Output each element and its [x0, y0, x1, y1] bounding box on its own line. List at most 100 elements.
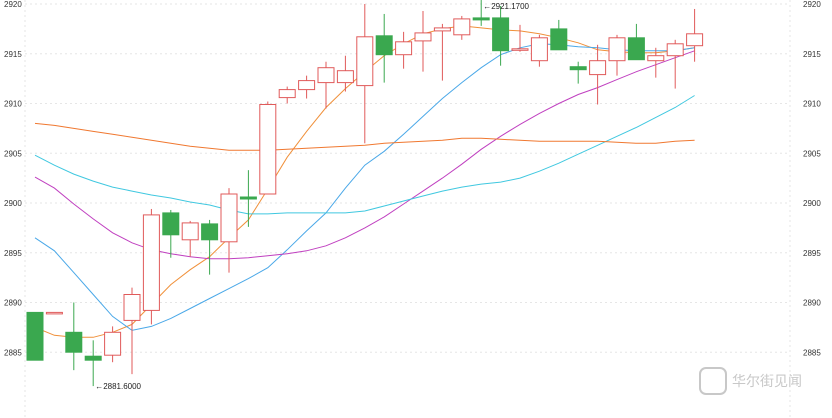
y-tick-label-right: 2895 — [803, 249, 821, 258]
candle-body — [375, 35, 393, 56]
moving-average-line — [34, 122, 695, 151]
candles — [26, 0, 704, 387]
y-tick-label-right: 2910 — [803, 100, 821, 109]
candle — [569, 61, 587, 84]
candle — [414, 10, 432, 72]
candle-body — [530, 37, 548, 62]
candle-body — [201, 223, 219, 241]
candle-body — [608, 37, 626, 62]
candle — [375, 13, 393, 83]
candle-body — [492, 17, 510, 52]
y-tick-label-left: 2895 — [4, 249, 22, 258]
candle-body — [414, 32, 432, 42]
candle-body — [104, 331, 122, 356]
y-tick-label-left: 2905 — [4, 149, 22, 158]
candle-body — [589, 60, 607, 76]
candle — [666, 39, 684, 89]
extreme-annotation: ←2921.1700 — [483, 2, 529, 11]
candle — [511, 24, 529, 52]
y-tick-label-left: 2910 — [4, 100, 22, 109]
candle-body — [298, 80, 316, 91]
y-tick-label-left: 2915 — [4, 50, 22, 59]
candle-body — [666, 43, 684, 57]
candle — [453, 15, 471, 40]
candle-body — [395, 41, 413, 56]
candle — [336, 55, 354, 92]
candle-body — [181, 222, 199, 241]
candle-body — [472, 17, 490, 21]
candle — [627, 23, 645, 61]
candle-body — [142, 214, 160, 311]
candle-body — [26, 311, 44, 361]
candle — [181, 220, 199, 257]
y-axis-right: 2885 2890 2895 2900 2905 2910 2915 2920 — [803, 0, 821, 357]
candle — [26, 311, 44, 361]
candle-body — [336, 70, 354, 84]
candle-body — [550, 28, 568, 51]
y-tick-label-right: 2890 — [803, 299, 821, 308]
candle — [162, 209, 180, 258]
candle — [686, 8, 704, 62]
candle — [492, 5, 510, 66]
candle-body — [317, 67, 335, 84]
y-axis-left: 2885 2890 2895 2900 2905 2910 2915 2920 — [4, 0, 22, 357]
watermark-logo — [699, 367, 727, 395]
candle — [123, 287, 141, 375]
candle-body — [453, 18, 471, 36]
candle-body — [278, 89, 296, 99]
extreme-annotation: ←2881.6000 — [95, 382, 141, 391]
candle — [84, 340, 102, 387]
y-tick-label-right: 2900 — [803, 199, 821, 208]
candle — [65, 302, 83, 371]
candle — [45, 311, 63, 315]
candle-body — [511, 48, 529, 51]
candle-body — [356, 36, 374, 87]
candle — [530, 34, 548, 67]
candle-body — [647, 55, 665, 62]
candle-body — [259, 104, 277, 195]
y-tick-label-right: 2905 — [803, 149, 821, 158]
watermark-text: 华尔街见闻 — [732, 373, 802, 389]
candle — [356, 4, 374, 144]
y-tick-label-left: 2900 — [4, 199, 22, 208]
candle — [589, 44, 607, 105]
y-tick-label-right: 2920 — [803, 0, 821, 9]
candle — [433, 23, 451, 81]
y-tick-label-left: 2885 — [4, 348, 22, 357]
candle-body — [569, 66, 587, 71]
candle-body — [84, 355, 102, 361]
moving-average-line — [34, 95, 695, 215]
candle — [220, 188, 238, 273]
candle — [298, 75, 316, 99]
annotations: ←2921.1700 ←2881.6000 — [95, 2, 529, 391]
candle — [278, 86, 296, 104]
candle — [142, 208, 160, 325]
candle-body — [45, 311, 63, 315]
y-tick-label-left: 2890 — [4, 299, 22, 308]
candle — [647, 47, 665, 78]
candle-body — [123, 294, 141, 321]
candle-body — [686, 33, 704, 47]
candle — [395, 31, 413, 69]
moving-average-line — [34, 43, 695, 331]
candle-body — [162, 212, 180, 236]
candle — [201, 219, 219, 275]
candle — [104, 326, 122, 363]
watermark: 华尔街见闻 — [699, 367, 802, 395]
y-tick-label-right: 2885 — [803, 348, 821, 357]
candle-body — [220, 193, 238, 243]
candle — [317, 61, 335, 109]
y-tick-label-right: 2915 — [803, 50, 821, 59]
y-tick-label-left: 2920 — [4, 0, 22, 9]
candle — [608, 34, 626, 76]
candle-body — [433, 27, 451, 32]
candle — [259, 101, 277, 195]
candle-body — [627, 37, 645, 61]
candle-body — [239, 196, 257, 200]
candle — [550, 19, 568, 51]
candle-body — [65, 331, 83, 353]
candle — [472, 0, 490, 26]
candle — [239, 170, 257, 227]
